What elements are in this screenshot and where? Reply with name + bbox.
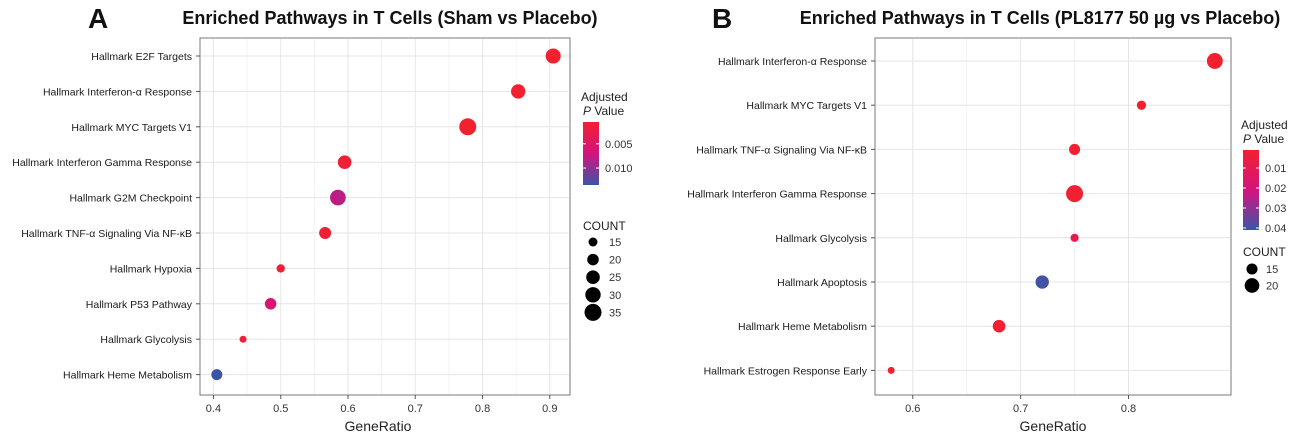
x-tick-label-b: 0.7 <box>1013 403 1028 415</box>
data-point-a <box>459 118 477 136</box>
plot-area-a <box>199 37 571 396</box>
size-legend-dot-b <box>1244 278 1260 293</box>
size-legend-label-a: 30 <box>609 290 621 302</box>
color-legend-subtitle-b: P Value <box>1243 132 1284 146</box>
y-tick-label-b: Hallmark Interferon-α Response <box>718 56 867 68</box>
y-tick-label-a: Hallmark P53 Pathway <box>86 299 193 311</box>
y-tick-label-b: Hallmark Apoptosis <box>777 277 867 289</box>
colorbar-tick-label-b: 0.04 <box>1265 223 1286 235</box>
size-legend-dot-a <box>584 303 602 321</box>
colorbar-tick-label-b: 0.03 <box>1265 203 1286 215</box>
y-tick-label-b: Hallmark Glycolysis <box>775 233 867 245</box>
y-tick-label-a: Hallmark TNF-α Signaling Via NF-κB <box>21 228 192 240</box>
data-point-b <box>1066 185 1084 203</box>
x-tick-label-a: 0.5 <box>273 403 288 415</box>
data-point-a <box>545 48 561 64</box>
data-point-a <box>330 189 346 206</box>
data-point-b <box>1069 143 1081 155</box>
x-tick-label-a: 0.6 <box>340 403 355 415</box>
data-point-a <box>337 155 352 169</box>
x-axis-label-a: GeneRatio <box>345 418 412 434</box>
plot-area-b <box>874 37 1232 396</box>
data-point-a <box>239 335 247 343</box>
x-tick-label-b: 0.8 <box>1121 403 1136 415</box>
colorbar-tick-label-a: 0.010 <box>605 163 633 175</box>
chart-title-b: Enriched Pathways in T Cells (PL8177 50 … <box>800 8 1281 28</box>
x-tick-label-a: 0.8 <box>475 403 490 415</box>
y-tick-label-a: Hallmark Interferon-α Response <box>43 86 192 98</box>
data-point-b <box>1206 53 1223 69</box>
colorbar-tick-label-b: 0.02 <box>1265 183 1286 195</box>
size-legend-dot-b <box>1246 263 1258 275</box>
y-tick-label-a: Hallmark Glycolysis <box>100 334 192 346</box>
data-point-a <box>264 298 277 310</box>
data-point-b <box>887 366 895 374</box>
y-tick-label-a: Hallmark E2F Targets <box>91 51 192 63</box>
data-point-b <box>1070 233 1079 242</box>
colorbar-b <box>1243 150 1259 230</box>
panel-letter-a: A <box>88 3 108 34</box>
data-point-a <box>211 369 223 381</box>
y-tick-label-b: Hallmark Estrogen Response Early <box>704 365 868 377</box>
y-tick-label-a: Hallmark Hypoxia <box>110 263 192 275</box>
size-legend-label-a: 20 <box>609 255 621 267</box>
x-tick-label-a: 0.7 <box>408 403 423 415</box>
colorbar-tick-label-a: 0.005 <box>605 139 633 151</box>
data-point-b <box>1136 100 1147 110</box>
size-legend-dot-a <box>586 270 600 284</box>
size-legend-label-a: 25 <box>609 272 621 284</box>
y-tick-label-b: Hallmark TNF-α Signaling Via NF-κB <box>696 144 867 156</box>
size-legend-label-a: 35 <box>609 307 621 319</box>
size-legend-label-b: 20 <box>1266 281 1278 293</box>
data-point-b <box>992 319 1006 333</box>
y-tick-label-a: Hallmark MYC Targets V1 <box>71 122 192 134</box>
size-legend-title-b: COUNT <box>1243 245 1286 259</box>
data-point-a <box>511 84 526 99</box>
data-point-a <box>319 227 332 239</box>
x-tick-label-b: 0.6 <box>905 403 920 415</box>
size-legend-title-a: COUNT <box>583 219 626 233</box>
x-tick-label-a: 0.4 <box>206 403 221 415</box>
size-legend-label-a: 15 <box>609 237 621 249</box>
data-point-a <box>276 264 285 273</box>
y-tick-label-b: Hallmark MYC Targets V1 <box>746 100 867 112</box>
size-legend-dot-a <box>585 287 601 303</box>
x-axis-label-b: GeneRatio <box>1020 418 1087 434</box>
data-point-b <box>1035 275 1049 289</box>
y-tick-label-a: Hallmark Heme Metabolism <box>63 370 192 382</box>
y-tick-label-b: Hallmark Heme Metabolism <box>738 321 867 333</box>
y-tick-label-a: Hallmark Interferon Gamma Response <box>12 157 192 169</box>
y-tick-label-b: Hallmark Interferon Gamma Response <box>687 189 867 201</box>
panel-letter-b: B <box>712 3 732 34</box>
color-legend-subtitle-a: P Value <box>583 104 624 118</box>
size-legend-label-b: 15 <box>1266 264 1278 276</box>
colorbar-tick-label-b: 0.01 <box>1265 163 1286 175</box>
color-legend-title-b: Adjusted <box>1241 118 1288 132</box>
y-tick-label-a: Hallmark G2M Checkpoint <box>69 193 192 205</box>
chart-title-a: Enriched Pathways in T Cells (Sham vs Pl… <box>182 8 597 28</box>
colorbar-a <box>583 122 599 185</box>
size-legend-dot-a <box>588 237 598 247</box>
x-tick-label-a: 0.9 <box>542 403 557 415</box>
color-legend-title-a: Adjusted <box>581 90 628 104</box>
size-legend-dot-a <box>587 253 599 266</box>
plot-layer: 0.4 0.5 0.6 0.7 0.8 0.9 Hallmark E2F Targets Ha… <box>12 37 1288 415</box>
